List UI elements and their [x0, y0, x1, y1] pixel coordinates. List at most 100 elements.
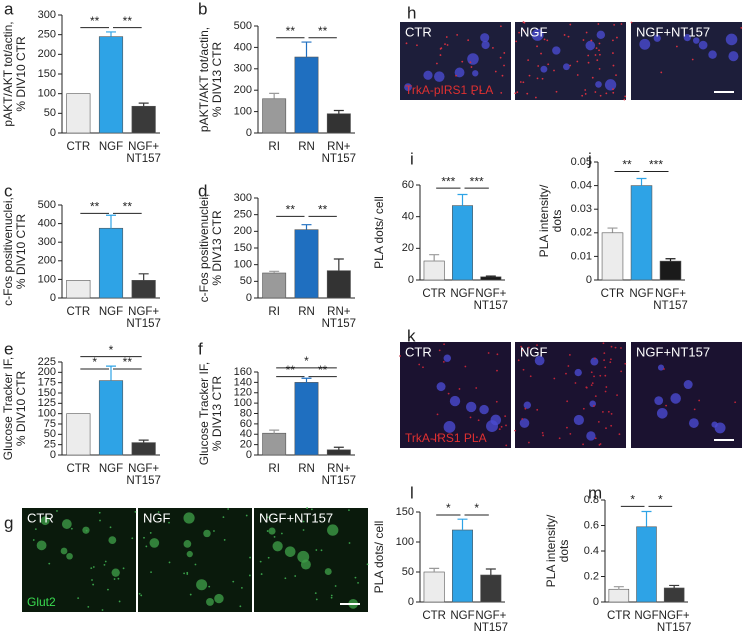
signal	[260, 573, 263, 575]
signal	[536, 408, 539, 411]
bar	[480, 574, 502, 603]
x-tick-label: NGF+ NT157	[474, 288, 509, 312]
nucleus	[563, 63, 570, 71]
signal	[103, 563, 106, 566]
signal	[437, 434, 439, 437]
error-bar	[669, 584, 680, 588]
signal	[405, 42, 408, 45]
signal	[563, 34, 566, 36]
signal	[536, 77, 539, 80]
y-tick-label: 0.03	[571, 203, 592, 215]
signal	[598, 443, 601, 446]
signal	[499, 56, 502, 59]
signal	[734, 401, 737, 404]
nucleus	[531, 28, 544, 41]
signal	[582, 443, 584, 446]
y-axis-label: Glucose Tracker IF,% DIV13 CTR	[197, 362, 224, 465]
signal	[693, 408, 696, 411]
nucleus	[149, 538, 160, 548]
nucleus	[688, 418, 699, 428]
signal	[438, 349, 441, 352]
signal	[168, 521, 170, 524]
nucleus	[480, 33, 490, 43]
signal	[569, 64, 572, 67]
signal	[602, 411, 604, 413]
x-tick-label: NGF+ NT157	[657, 610, 692, 631]
y-tick-label: 150	[38, 387, 56, 399]
signal	[496, 369, 498, 372]
significance-label: **	[286, 24, 296, 38]
y-tick-label: 0.8	[584, 494, 599, 506]
signal	[624, 362, 627, 365]
signal	[553, 377, 556, 380]
signal	[546, 39, 549, 42]
nucleus	[596, 30, 606, 40]
nucleus	[683, 33, 691, 42]
signal	[591, 382, 594, 385]
signal	[259, 560, 262, 563]
signal	[587, 54, 590, 57]
y-tick-label: 50	[240, 275, 252, 287]
x-tick-label: NGF	[450, 610, 474, 622]
panel-letter: c	[4, 181, 13, 200]
signal	[547, 63, 550, 66]
micrograph	[22, 508, 136, 612]
signal	[494, 70, 497, 73]
signal	[515, 40, 518, 43]
signal	[663, 368, 665, 370]
significance-label: *	[658, 493, 663, 507]
x-tick-label: NGF+ NT157	[653, 288, 688, 312]
y-tick-label: 300	[234, 63, 252, 75]
panel-letter: h	[407, 3, 416, 22]
bar	[630, 185, 653, 281]
y-tick-label: 0	[586, 274, 592, 286]
signal	[495, 400, 498, 403]
significance-label: **	[286, 363, 296, 377]
y-tick-label: 50	[44, 428, 56, 440]
y-tick-label: 200	[234, 84, 252, 96]
y-tick-label: 0	[246, 449, 252, 461]
error-bar	[269, 92, 280, 99]
significance-label: **	[622, 158, 632, 172]
y-axis-label: PLA dots/ cell	[372, 521, 386, 594]
signal	[302, 520, 305, 523]
x-tick-label: RI	[268, 463, 280, 475]
error-bar	[457, 193, 468, 206]
nucleus	[725, 33, 738, 46]
signal	[543, 38, 546, 41]
signal	[240, 587, 243, 589]
signal	[310, 508, 313, 511]
nucleus	[183, 512, 195, 524]
y-tick-label: 150	[396, 506, 414, 518]
signal	[168, 561, 171, 564]
signal	[518, 31, 521, 34]
signal	[461, 60, 464, 63]
significance-label: *	[92, 355, 97, 369]
y-tick-label: 60	[402, 179, 414, 191]
signal	[598, 49, 600, 52]
signal	[284, 577, 287, 580]
signal	[223, 539, 226, 541]
nucleus	[108, 536, 117, 545]
signal	[48, 562, 51, 565]
signal	[593, 357, 596, 360]
nucleus	[203, 529, 211, 538]
nucleus	[654, 396, 664, 406]
nucleus	[693, 37, 700, 44]
bar	[66, 280, 91, 299]
nucleus	[656, 407, 668, 419]
nucleus	[196, 579, 208, 591]
y-tick-label: 0	[50, 292, 56, 304]
signal	[612, 91, 615, 94]
signal	[416, 44, 418, 47]
x-tick-label: RN+ NT157	[322, 463, 357, 487]
nucleus	[206, 597, 214, 606]
panel-caption: TrkA-IRS1 PLA	[405, 431, 487, 445]
signal	[540, 52, 542, 55]
signal	[492, 47, 494, 49]
y-tick-label: 200	[38, 48, 56, 60]
signal	[366, 563, 369, 566]
signal	[143, 536, 145, 539]
nucleus	[670, 393, 681, 404]
signal	[523, 29, 525, 32]
